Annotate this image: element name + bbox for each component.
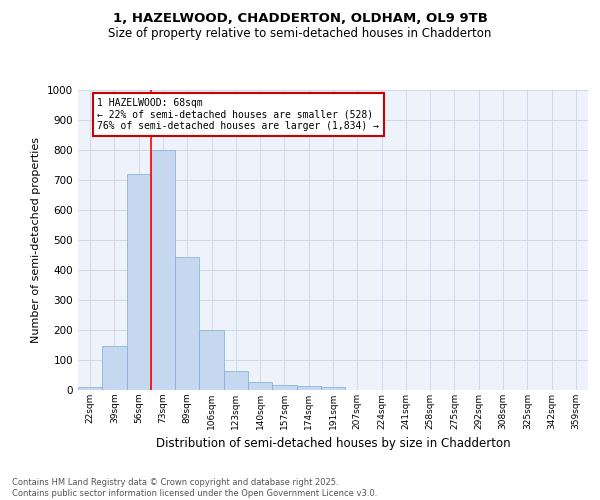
Bar: [102, 346, 127, 390]
Bar: [248, 382, 272, 390]
Bar: [199, 330, 224, 390]
Text: 1, HAZELWOOD, CHADDERTON, OLDHAM, OL9 9TB: 1, HAZELWOOD, CHADDERTON, OLDHAM, OL9 9T…: [113, 12, 487, 26]
Bar: [151, 150, 175, 390]
Bar: [224, 370, 248, 390]
Bar: [321, 387, 345, 390]
Text: Size of property relative to semi-detached houses in Chadderton: Size of property relative to semi-detach…: [109, 28, 491, 40]
X-axis label: Distribution of semi-detached houses by size in Chadderton: Distribution of semi-detached houses by …: [155, 438, 511, 450]
Bar: [127, 174, 151, 390]
Bar: [296, 386, 321, 390]
Bar: [272, 384, 296, 390]
Y-axis label: Number of semi-detached properties: Number of semi-detached properties: [31, 137, 41, 343]
Text: 1 HAZELWOOD: 68sqm
← 22% of semi-detached houses are smaller (528)
76% of semi-d: 1 HAZELWOOD: 68sqm ← 22% of semi-detache…: [97, 98, 379, 130]
Bar: [78, 387, 102, 390]
Text: Contains HM Land Registry data © Crown copyright and database right 2025.
Contai: Contains HM Land Registry data © Crown c…: [12, 478, 377, 498]
Bar: [175, 256, 199, 390]
